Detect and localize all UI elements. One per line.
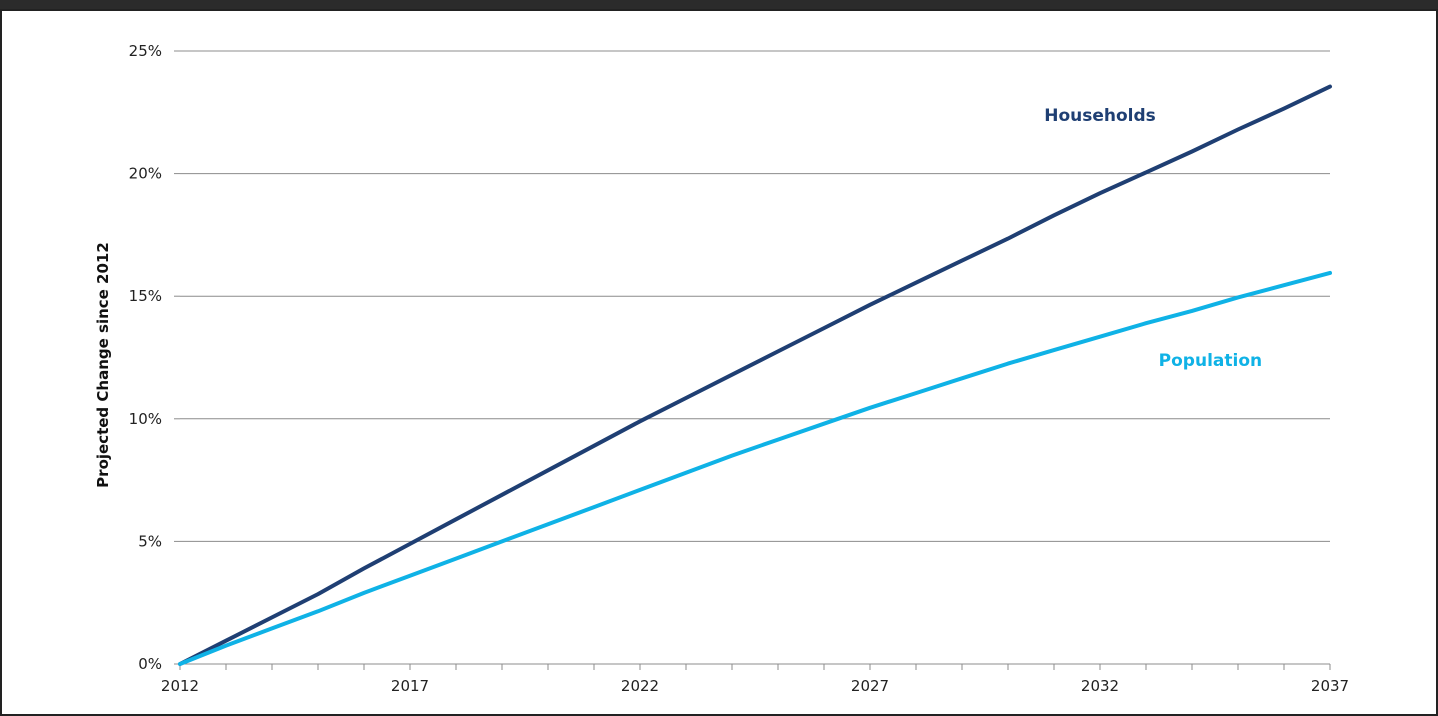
x-tick-label: 2017 <box>391 677 429 695</box>
y-tick-label: 10% <box>129 410 162 428</box>
households-line <box>178 84 1332 666</box>
x-tick-label: 2027 <box>851 677 889 695</box>
labels: 0% 5% 10% 15% 20% 25% 2012 2017 2022 2027 2032 2037… <box>129 42 1349 695</box>
households-label: Households <box>1044 106 1156 126</box>
y-tick-label: 0% <box>138 655 162 673</box>
x-tick-label: 2037 <box>1311 677 1349 695</box>
y-tick-label: 20% <box>129 165 162 183</box>
gridlines <box>180 50 1330 542</box>
axes <box>174 50 1331 670</box>
y-tick-label: 5% <box>138 532 162 550</box>
top-bar <box>0 0 1438 10</box>
population-line <box>178 270 1332 666</box>
y-tick-label: 15% <box>129 287 162 305</box>
x-tick-label: 2022 <box>621 677 659 695</box>
series <box>178 84 1332 666</box>
y-tick-label: 25% <box>129 42 162 60</box>
x-tick-label: 2012 <box>161 677 199 695</box>
x-tick-label: 2032 <box>1081 677 1119 695</box>
chart-border <box>0 9 1438 716</box>
y-axis-title: Projected Change since 2012 <box>94 242 112 488</box>
population-label: Population <box>1159 351 1262 371</box>
